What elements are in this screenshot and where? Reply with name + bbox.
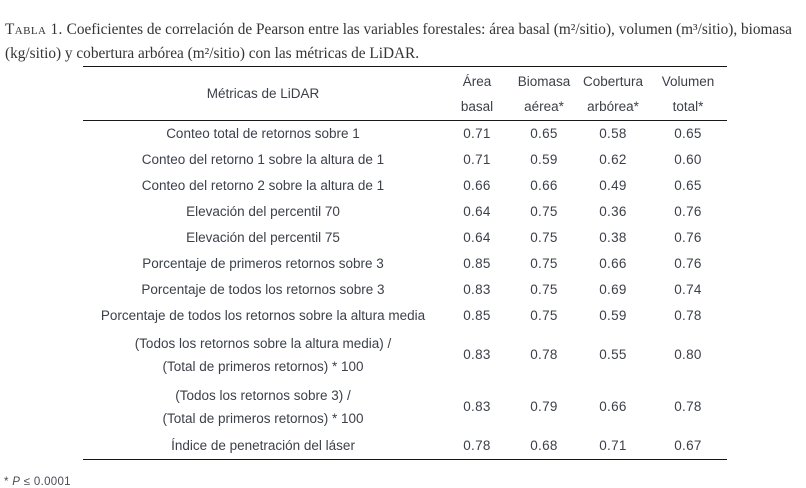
header-line: total* bbox=[672, 98, 704, 114]
value-cell: 0.49 bbox=[599, 178, 627, 193]
header-line: Volumen bbox=[661, 73, 715, 89]
footnote-p-symbol: P bbox=[12, 475, 21, 488]
value-cell: 0.36 bbox=[599, 204, 627, 219]
value-cell: 0.83 bbox=[463, 282, 491, 297]
correlation-table-container: Métricas de LiDAR Área basal Biomasa aér… bbox=[83, 66, 727, 460]
header-metric-col: Métricas de LiDAR bbox=[206, 86, 320, 101]
value-cell: 0.78 bbox=[674, 308, 702, 323]
table-row: Conteo total de retornos sobre 1 0.71 0.65… bbox=[83, 121, 727, 147]
header-line: basal bbox=[460, 98, 494, 114]
value-cell: 0.85 bbox=[463, 308, 491, 323]
value-cell: 0.62 bbox=[599, 152, 627, 167]
table-caption: Tabla 1. Coeficientes de correlación de … bbox=[5, 18, 803, 66]
value-cell: 0.66 bbox=[530, 178, 558, 193]
header-line: Área bbox=[462, 73, 492, 89]
header-line: Biomasa bbox=[517, 73, 571, 89]
value-cell: 0.58 bbox=[599, 126, 627, 142]
table-body: Conteo total de retornos sobre 1 0.71 0.65… bbox=[83, 121, 727, 460]
value-cell: 0.65 bbox=[530, 126, 558, 142]
header-col-area-basal: Área basal bbox=[443, 67, 511, 121]
value-cell: 0.67 bbox=[674, 438, 702, 454]
footnote-threshold: ≤ 0.0001 bbox=[23, 475, 71, 488]
metric-cell: Conteo total de retornos sobre 1 bbox=[166, 126, 360, 142]
value-cell: 0.75 bbox=[530, 308, 558, 323]
value-cell: 0.60 bbox=[674, 152, 702, 167]
value-cell: 0.38 bbox=[599, 230, 627, 245]
value-cell: 0.65 bbox=[674, 126, 702, 142]
value-cell: 0.78 bbox=[530, 347, 558, 362]
table-row: (Todos los retornos sobre 3) / (Total de … bbox=[83, 381, 727, 433]
metric-cell: Conteo del retorno 1 sobre la altura de … bbox=[141, 152, 385, 167]
value-cell: 0.76 bbox=[674, 204, 702, 219]
value-cell: 0.55 bbox=[599, 347, 627, 362]
value-cell: 0.76 bbox=[674, 256, 702, 271]
value-cell: 0.83 bbox=[463, 399, 491, 414]
header-row: Métricas de LiDAR Área basal Biomasa aér… bbox=[83, 67, 727, 121]
value-cell: 0.75 bbox=[530, 282, 558, 297]
metric-cell: (Todos los retornos sobre 3) / (Total de … bbox=[162, 387, 364, 426]
table-row: Índice de penetración del láser 0.78 0.68 0… bbox=[83, 433, 727, 460]
table-header: Métricas de LiDAR Área basal Biomasa aér… bbox=[83, 67, 727, 121]
value-cell: 0.68 bbox=[530, 438, 558, 454]
value-cell: 0.71 bbox=[463, 152, 491, 167]
value-cell: 0.64 bbox=[463, 230, 491, 245]
value-cell: 0.69 bbox=[599, 282, 627, 297]
value-cell: 0.78 bbox=[463, 438, 491, 454]
table-caption-label: Tabla 1. bbox=[5, 21, 63, 39]
value-cell: 0.79 bbox=[530, 399, 558, 414]
value-cell: 0.75 bbox=[530, 230, 558, 245]
table-row: Elevación del percentil 75 0.64 0.75 0.38 0.… bbox=[83, 225, 727, 251]
metric-cell: Porcentaje de todos los retornos sobre 3 bbox=[141, 282, 385, 297]
metric-cell: Conteo del retorno 2 sobre la altura de … bbox=[141, 178, 385, 193]
table-row: Porcentaje de todos los retornos sobre l… bbox=[83, 303, 727, 329]
value-cell: 0.85 bbox=[463, 256, 491, 271]
header-line: arbórea* bbox=[587, 98, 639, 114]
header-line: aérea* bbox=[524, 98, 564, 114]
metric-cell: Elevación del percentil 70 bbox=[186, 204, 340, 219]
header-line: Cobertura bbox=[582, 73, 644, 89]
value-cell: 0.83 bbox=[463, 347, 491, 362]
header-col-volumen-total: Volumen total* bbox=[649, 67, 727, 121]
value-cell: 0.64 bbox=[463, 204, 491, 219]
value-cell: 0.76 bbox=[674, 230, 702, 245]
value-cell: 0.71 bbox=[463, 126, 491, 142]
table-row: Porcentaje de todos los retornos sobre 3… bbox=[83, 277, 727, 303]
correlation-table: Métricas de LiDAR Área basal Biomasa aér… bbox=[83, 66, 727, 460]
metric-cell: Porcentaje de primeros retornos sobre 3 bbox=[142, 256, 384, 271]
value-cell: 0.66 bbox=[599, 256, 627, 271]
value-cell: 0.66 bbox=[463, 178, 491, 193]
table-row: Porcentaje de primeros retornos sobre 3 0… bbox=[83, 251, 727, 277]
header-col-cobertura-arborea: Cobertura arbórea* bbox=[577, 67, 649, 121]
table-row: Conteo del retorno 2 sobre la altura de … bbox=[83, 173, 727, 199]
metric-cell: Porcentaje de todos los retornos sobre l… bbox=[100, 308, 426, 323]
value-cell: 0.74 bbox=[674, 282, 702, 297]
value-cell: 0.75 bbox=[530, 204, 558, 219]
value-cell: 0.59 bbox=[530, 152, 558, 167]
significance-footnote: * P ≤ 0.0001 bbox=[4, 476, 71, 488]
table-caption-text: Coeficientes de correlación de Pearson e… bbox=[5, 21, 792, 63]
header-col-biomasa-aerea: Biomasa aérea* bbox=[511, 67, 577, 121]
footnote-asterisk: * bbox=[4, 475, 9, 488]
table-row: Elevación del percentil 70 0.64 0.75 0.36 0.… bbox=[83, 199, 727, 225]
value-cell: 0.75 bbox=[530, 256, 558, 271]
table-row: Conteo del retorno 1 sobre la altura de … bbox=[83, 147, 727, 173]
metric-cell: Elevación del percentil 75 bbox=[186, 230, 340, 245]
value-cell: 0.78 bbox=[674, 399, 702, 414]
value-cell: 0.80 bbox=[674, 347, 702, 362]
metric-cell: Índice de penetración del láser bbox=[171, 438, 355, 454]
value-cell: 0.65 bbox=[674, 178, 702, 193]
table-row: (Todos los retornos sobre la altura medi… bbox=[83, 329, 727, 381]
value-cell: 0.66 bbox=[599, 399, 627, 414]
value-cell: 0.59 bbox=[599, 308, 627, 323]
value-cell: 0.71 bbox=[599, 438, 627, 454]
metric-cell: (Todos los retornos sobre la altura medi… bbox=[134, 335, 392, 374]
